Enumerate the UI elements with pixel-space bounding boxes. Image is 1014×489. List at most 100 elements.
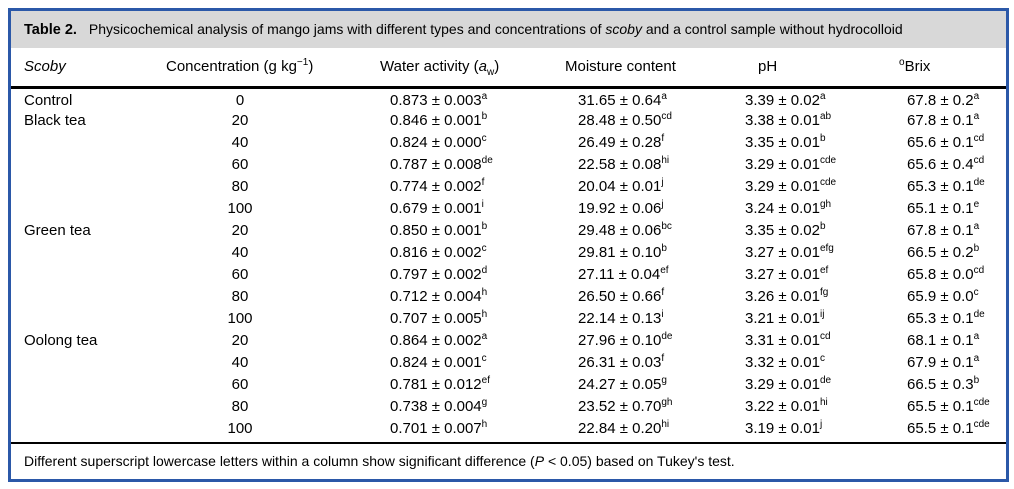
cell-scoby xyxy=(11,395,160,417)
cell-moisture: 27.96 ± 0.10de xyxy=(578,330,673,349)
cell-brix: 67.9 ± 0.1a xyxy=(907,352,980,371)
cell-aw: 0.846 ± 0.001b xyxy=(390,110,488,129)
cell-scoby: Control xyxy=(24,91,73,109)
table-row: 80 0.738 ± 0.004g 23.52 ± 0.70gh 3.22 ± 0.0… xyxy=(11,395,1006,417)
cell-brix: 65.6 ± 0.1cd xyxy=(907,132,985,151)
cell-aw: 0.797 ± 0.002d xyxy=(390,264,488,283)
cell-conc: 60 xyxy=(231,155,249,173)
table-row: 80 0.712 ± 0.004h 26.50 ± 0.66f 3.26 ± 0.01… xyxy=(11,285,1006,307)
cell-aw: 0.707 ± 0.005h xyxy=(390,308,488,327)
cell-moisture: 22.58 ± 0.08hi xyxy=(578,154,670,173)
cell-conc: 20 xyxy=(231,111,249,129)
column-header-water-activity: Water activity (aw) xyxy=(320,48,520,89)
data-table: Scoby Concentration (g kg−1) Water activ… xyxy=(11,48,1006,439)
column-header-brix: oBrix xyxy=(870,48,1006,89)
cell-ph: 3.22 ± 0.01hi xyxy=(745,396,828,415)
cell-moisture: 24.27 ± 0.05g xyxy=(578,374,667,393)
cell-conc: 40 xyxy=(231,133,249,151)
cell-ph: 3.19 ± 0.01j xyxy=(745,418,823,437)
cell-moisture: 26.49 ± 0.28f xyxy=(578,132,665,151)
cell-moisture: 20.04 ± 0.01j xyxy=(578,176,664,195)
table-row: Control 0 0.873 ± 0.003a 31.65 ± 0.64a 3.39 … xyxy=(11,87,1006,109)
cell-conc: 100 xyxy=(227,199,253,217)
cell-brix: 65.9 ± 0.0c xyxy=(907,286,979,305)
cell-aw: 0.787 ± 0.008de xyxy=(390,154,493,173)
cell-scoby xyxy=(11,153,160,175)
cell-aw: 0.816 ± 0.002c xyxy=(390,242,487,261)
cell-ph: 3.29 ± 0.01cde xyxy=(745,154,837,173)
cell-moisture: 22.84 ± 0.20hi xyxy=(578,418,670,437)
table-row: Black tea 20 0.846 ± 0.001b 28.48 ± 0.50cd 3… xyxy=(11,109,1006,131)
cell-scoby xyxy=(11,351,160,373)
cell-conc: 80 xyxy=(231,287,249,305)
table-title: Table 2. Physicochemical analysis of mang… xyxy=(11,11,1006,48)
cell-aw: 0.701 ± 0.007h xyxy=(390,418,488,437)
cell-conc: 60 xyxy=(231,265,249,283)
cell-moisture: 23.52 ± 0.70gh xyxy=(578,396,673,415)
column-header-ph: pH xyxy=(710,48,870,89)
table-row: Green tea 20 0.850 ± 0.001b 29.48 ± 0.06bc 3… xyxy=(11,219,1006,241)
cell-brix: 68.1 ± 0.1a xyxy=(907,330,980,349)
cell-aw: 0.864 ± 0.002a xyxy=(390,330,488,349)
cell-conc: 0 xyxy=(235,91,245,109)
cell-conc: 100 xyxy=(227,419,253,437)
cell-moisture: 27.11 ± 0.04ef xyxy=(578,264,669,283)
table-row: 40 0.816 ± 0.002c 29.81 ± 0.10b 3.27 ± 0.01… xyxy=(11,241,1006,263)
cell-ph: 3.27 ± 0.01efg xyxy=(745,242,834,261)
cell-ph: 3.29 ± 0.01de xyxy=(745,374,832,393)
cell-ph: 3.35 ± 0.01b xyxy=(745,132,826,151)
cell-ph: 3.39 ± 0.02a xyxy=(745,90,826,109)
cell-ph: 3.35 ± 0.02b xyxy=(745,220,826,239)
cell-moisture: 28.48 ± 0.50cd xyxy=(578,110,672,129)
cell-aw: 0.824 ± 0.001c xyxy=(390,352,487,371)
cell-brix: 65.6 ± 0.4cd xyxy=(907,154,985,173)
table-row: 60 0.787 ± 0.008de 22.58 ± 0.08hi 3.29 ± 0.… xyxy=(11,153,1006,175)
cell-brix: 66.5 ± 0.2b xyxy=(907,242,980,261)
cell-aw: 0.850 ± 0.001b xyxy=(390,220,488,239)
cell-scoby: Black tea xyxy=(24,111,86,129)
cell-conc: 80 xyxy=(231,397,249,415)
cell-conc: 60 xyxy=(231,375,249,393)
table-row: 100 0.679 ± 0.001i 19.92 ± 0.06j 3.24 ± 0.0… xyxy=(11,197,1006,219)
column-header-concentration: Concentration (g kg−1) xyxy=(160,48,320,89)
cell-brix: 65.3 ± 0.1de xyxy=(907,176,985,195)
cell-ph: 3.29 ± 0.01cde xyxy=(745,176,837,195)
cell-scoby xyxy=(11,373,160,395)
table-row: 60 0.781 ± 0.012ef 24.27 ± 0.05g 3.29 ± 0.0… xyxy=(11,373,1006,395)
cell-scoby xyxy=(11,307,160,329)
cell-brix: 67.8 ± 0.2a xyxy=(907,90,980,109)
cell-aw: 0.738 ± 0.004g xyxy=(390,396,488,415)
cell-brix: 65.5 ± 0.1cde xyxy=(907,396,990,415)
cell-conc: 40 xyxy=(231,243,249,261)
cell-brix: 65.1 ± 0.1e xyxy=(907,198,980,217)
table-card: Table 2. Physicochemical analysis of mang… xyxy=(8,8,1009,482)
column-header-scoby: Scoby xyxy=(11,48,160,89)
cell-ph: 3.21 ± 0.01ij xyxy=(745,308,825,327)
column-header-moisture: Moisture content xyxy=(520,48,710,89)
cell-brix: 65.5 ± 0.1cde xyxy=(907,418,990,437)
cell-conc: 80 xyxy=(231,177,249,195)
cell-scoby xyxy=(11,197,160,219)
table-row: 60 0.797 ± 0.002d 27.11 ± 0.04ef 3.27 ± 0.0… xyxy=(11,263,1006,285)
cell-scoby xyxy=(11,131,160,153)
cell-brix: 65.8 ± 0.0cd xyxy=(907,264,985,283)
cell-conc: 40 xyxy=(231,353,249,371)
cell-ph: 3.32 ± 0.01c xyxy=(745,352,825,371)
cell-brix: 65.3 ± 0.1de xyxy=(907,308,985,327)
table-row: 100 0.701 ± 0.007h 22.84 ± 0.20hi 3.19 ± 0.… xyxy=(11,417,1006,439)
cell-ph: 3.27 ± 0.01ef xyxy=(745,264,829,283)
cell-moisture: 26.50 ± 0.66f xyxy=(578,286,665,305)
table-row: 100 0.707 ± 0.005h 22.14 ± 0.13i 3.21 ± 0.0… xyxy=(11,307,1006,329)
cell-scoby: Green tea xyxy=(24,221,91,239)
cell-scoby xyxy=(11,175,160,197)
header-row: Scoby Concentration (g kg−1) Water activ… xyxy=(11,48,1006,89)
cell-brix: 66.5 ± 0.3b xyxy=(907,374,980,393)
cell-moisture: 19.92 ± 0.06j xyxy=(578,198,664,217)
cell-scoby xyxy=(11,241,160,263)
table-body: Control 0 0.873 ± 0.003a 31.65 ± 0.64a 3.39 … xyxy=(11,87,1006,439)
cell-conc: 100 xyxy=(227,309,253,327)
cell-brix: 67.8 ± 0.1a xyxy=(907,110,980,129)
cell-moisture: 29.48 ± 0.06bc xyxy=(578,220,672,239)
cell-scoby: Oolong tea xyxy=(24,331,98,349)
cell-ph: 3.31 ± 0.01cd xyxy=(745,330,831,349)
